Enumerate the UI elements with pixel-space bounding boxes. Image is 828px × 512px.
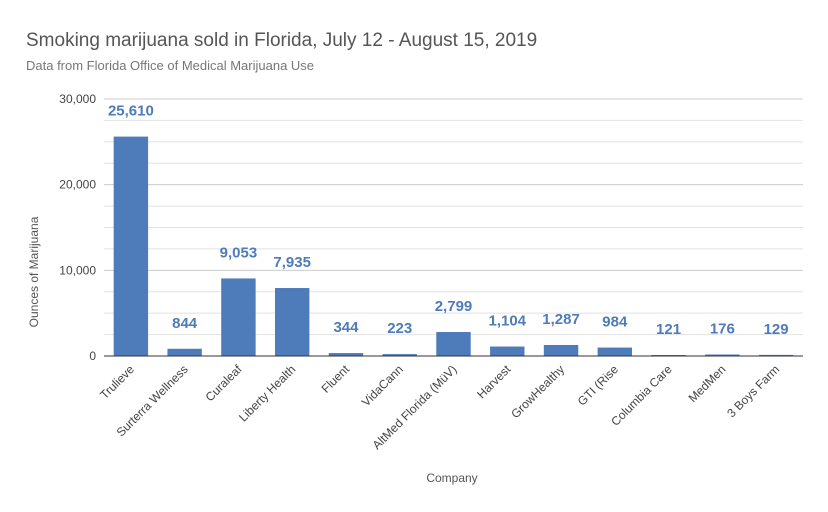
x-tick-label: Trulieve bbox=[97, 362, 137, 402]
x-tick-label: Harvest bbox=[474, 362, 514, 402]
x-tick-label: 3 Boys Farm bbox=[724, 362, 782, 420]
x-tick-label: MedMen bbox=[686, 362, 729, 405]
x-tick-label: GTI (Rise bbox=[575, 362, 621, 408]
x-tick-label: Fluent bbox=[319, 362, 353, 396]
bar bbox=[221, 278, 256, 356]
y-tick-label: 0 bbox=[89, 349, 96, 363]
y-axis-title: Ounces of Marijuana bbox=[27, 216, 41, 327]
data-label: 844 bbox=[172, 315, 198, 332]
data-label: 223 bbox=[387, 320, 412, 337]
data-label: 344 bbox=[333, 319, 359, 336]
bar bbox=[113, 136, 149, 356]
bar bbox=[543, 344, 579, 356]
bar bbox=[274, 288, 310, 356]
data-label: 2,799 bbox=[435, 298, 473, 315]
x-tick-label: VidaCann bbox=[359, 362, 406, 409]
bar bbox=[705, 354, 740, 356]
chart-subtitle: Data from Florida Office of Medical Mari… bbox=[26, 58, 314, 73]
bar bbox=[597, 347, 633, 356]
x-tick-label: Curaleaf bbox=[203, 362, 245, 404]
y-tick-label: 20,000 bbox=[59, 178, 96, 192]
x-axis-title: Company bbox=[426, 471, 477, 485]
bar bbox=[382, 354, 417, 356]
data-label: 25,610 bbox=[108, 103, 154, 120]
y-tick-label: 10,000 bbox=[59, 263, 96, 277]
bar bbox=[651, 354, 686, 356]
bars bbox=[113, 136, 794, 356]
bar bbox=[436, 332, 471, 356]
data-label: 984 bbox=[602, 314, 628, 331]
y-axis-ticks: 0 10,000 20,000 30,000 bbox=[59, 92, 96, 363]
data-label: 9,053 bbox=[220, 244, 258, 261]
data-labels: 25,610 844 9,053 7,935 344 223 2,799 1,104 1,287… bbox=[108, 103, 789, 338]
y-tick-label: 30,000 bbox=[59, 92, 96, 106]
data-label: 129 bbox=[764, 321, 789, 338]
x-tick-label: GrowHealthy bbox=[508, 362, 567, 421]
bar bbox=[490, 346, 525, 356]
bar bbox=[328, 353, 364, 356]
data-label: 1,287 bbox=[542, 311, 580, 328]
data-label: 176 bbox=[710, 320, 735, 337]
bar bbox=[758, 354, 794, 356]
chart-title: Smoking marijuana sold in Florida, July … bbox=[26, 30, 537, 51]
bar bbox=[167, 348, 202, 356]
x-tick-label: Liberty Health bbox=[236, 362, 298, 424]
gridlines bbox=[104, 98, 803, 357]
data-label: 121 bbox=[656, 321, 681, 338]
data-label: 7,935 bbox=[273, 254, 311, 271]
data-label: 1,104 bbox=[488, 313, 526, 330]
